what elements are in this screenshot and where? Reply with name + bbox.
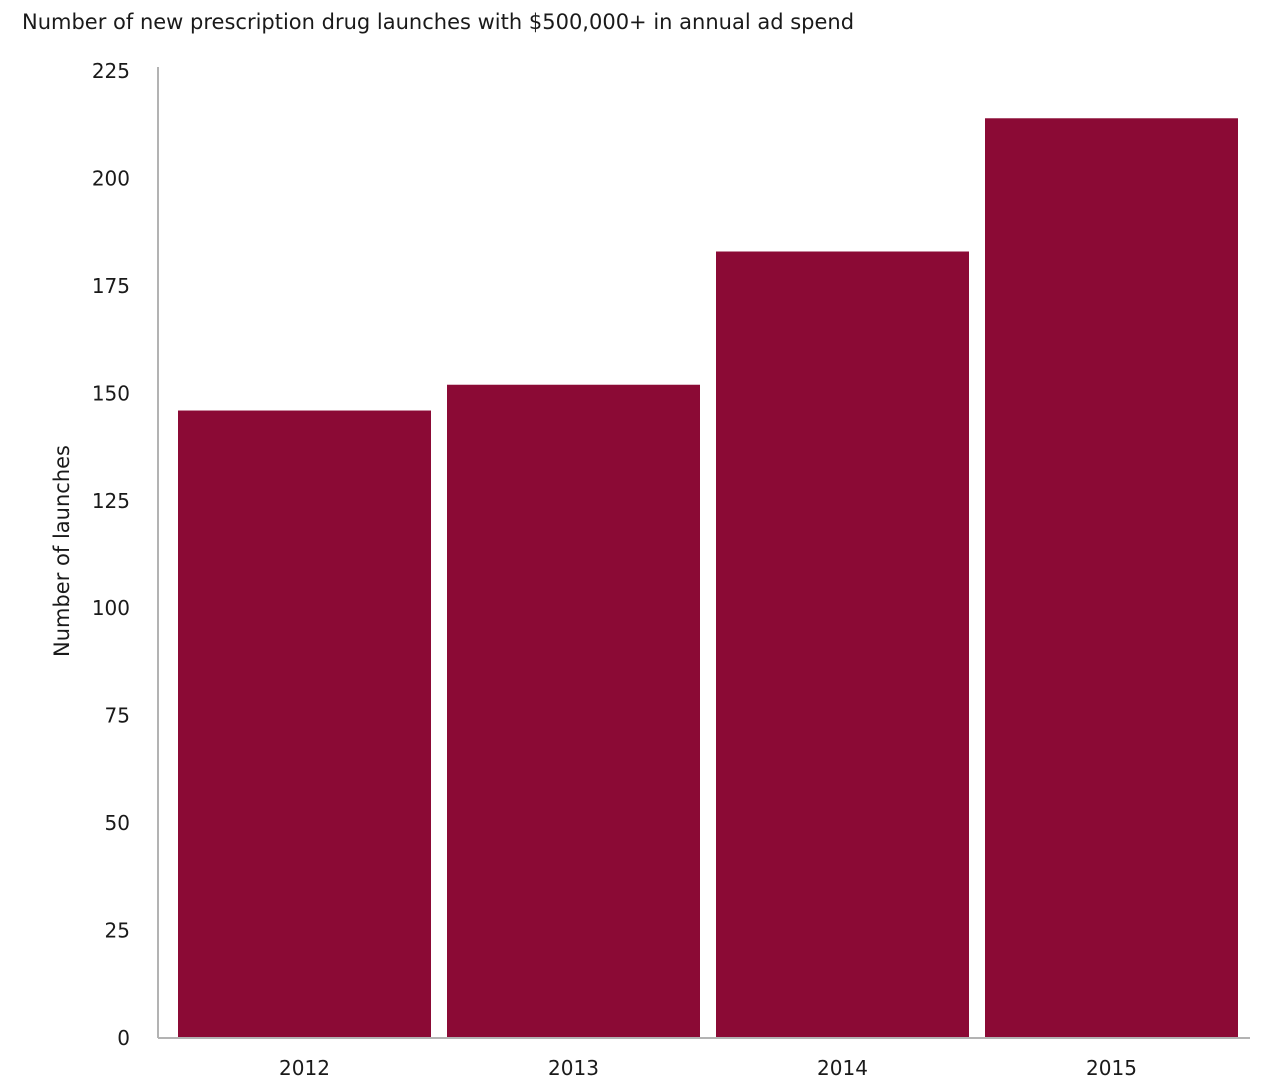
bar-2013: [447, 384, 700, 1038]
bar-2015: [985, 118, 1238, 1038]
bars: [178, 118, 1238, 1039]
y-axis-label: Number of launches: [50, 445, 74, 657]
x-tick-label: 2012: [279, 1056, 330, 1080]
y-tick-label: 50: [105, 811, 130, 835]
bar-2012: [178, 410, 431, 1039]
y-tick-label: 0: [117, 1026, 130, 1050]
x-tick-label: 2014: [817, 1056, 868, 1080]
x-axis-ticks: 2012 2013 2014 2015: [279, 1056, 1137, 1080]
y-axis-ticks: 0 25 50 75 100 125 150 175 200 225: [92, 59, 130, 1050]
y-tick-label: 25: [105, 919, 130, 943]
y-tick-label: 175: [92, 274, 130, 298]
y-tick-label: 100: [92, 596, 130, 620]
bar-2014: [716, 251, 969, 1039]
y-tick-label: 200: [92, 166, 130, 190]
chart-title: Number of new prescription drug launches…: [22, 10, 854, 34]
x-tick-label: 2015: [1086, 1056, 1137, 1080]
y-tick-label: 225: [92, 59, 130, 83]
x-tick-label: 2013: [548, 1056, 599, 1080]
y-tick-label: 125: [92, 489, 130, 513]
y-tick-label: 150: [92, 381, 130, 405]
y-tick-label: 75: [105, 704, 130, 728]
